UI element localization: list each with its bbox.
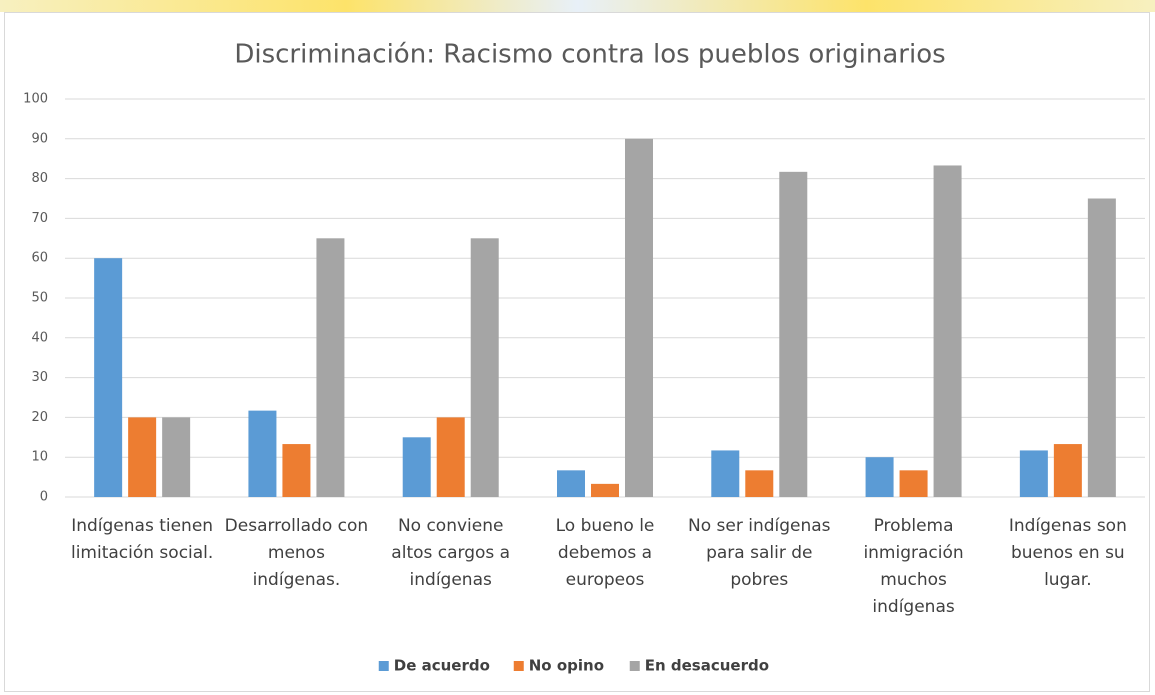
bar	[899, 470, 928, 497]
bar	[933, 165, 962, 497]
header-strip	[0, 0, 1155, 12]
bar	[316, 238, 345, 498]
bar	[470, 238, 499, 498]
x-tick-label: Problema inmigración muchos indígenas	[863, 516, 964, 617]
y-tick-label: 90	[31, 131, 48, 146]
y-tick-label: 80	[31, 171, 48, 186]
bar	[436, 417, 465, 497]
bar	[779, 171, 808, 498]
bar	[402, 437, 431, 497]
bar	[1087, 198, 1116, 497]
y-tick-label: 0	[40, 490, 48, 505]
legend-swatch	[378, 661, 389, 671]
y-tick-label: 70	[31, 211, 48, 226]
x-tick-label: No conviene altos cargos a indígenas	[391, 516, 511, 590]
bar	[162, 417, 191, 497]
y-tick-label: 40	[31, 330, 48, 345]
bar	[128, 417, 157, 497]
legend-swatch	[513, 661, 524, 671]
legend-label: No opino	[529, 657, 604, 675]
y-tick-label: 50	[31, 291, 48, 306]
x-tick-label: Indígenas tienen limitación social.	[70, 516, 214, 563]
bar	[94, 258, 123, 497]
y-tick-label: 100	[23, 92, 48, 107]
bar	[711, 450, 740, 497]
x-tick-label: Lo bueno le debemos a europeos	[555, 516, 655, 590]
chart-title: Discriminación: Racismo contra los puebl…	[234, 40, 945, 70]
bar	[1053, 444, 1082, 497]
x-tick-label: Desarrollado con menos indígenas.	[224, 516, 369, 590]
bar	[248, 410, 277, 497]
bar	[865, 457, 894, 497]
y-tick-label: 60	[31, 251, 48, 266]
bar	[282, 444, 311, 497]
bar	[745, 470, 774, 497]
chart-frame	[4, 12, 1150, 692]
bar	[1019, 450, 1048, 497]
legend-label: De acuerdo	[394, 657, 490, 675]
bar	[557, 470, 585, 497]
y-tick-label: 20	[31, 410, 48, 425]
legend-swatch	[629, 661, 640, 671]
x-tick-label: No ser indígenas para salir de pobres	[688, 516, 831, 590]
y-tick-label: 10	[31, 450, 48, 465]
bar	[625, 138, 653, 498]
legend-label: En desacuerdo	[645, 657, 769, 675]
y-tick-label: 30	[31, 370, 48, 385]
x-tick-label: Indígenas son buenos en su lugar.	[1008, 516, 1127, 590]
bar	[591, 483, 619, 497]
